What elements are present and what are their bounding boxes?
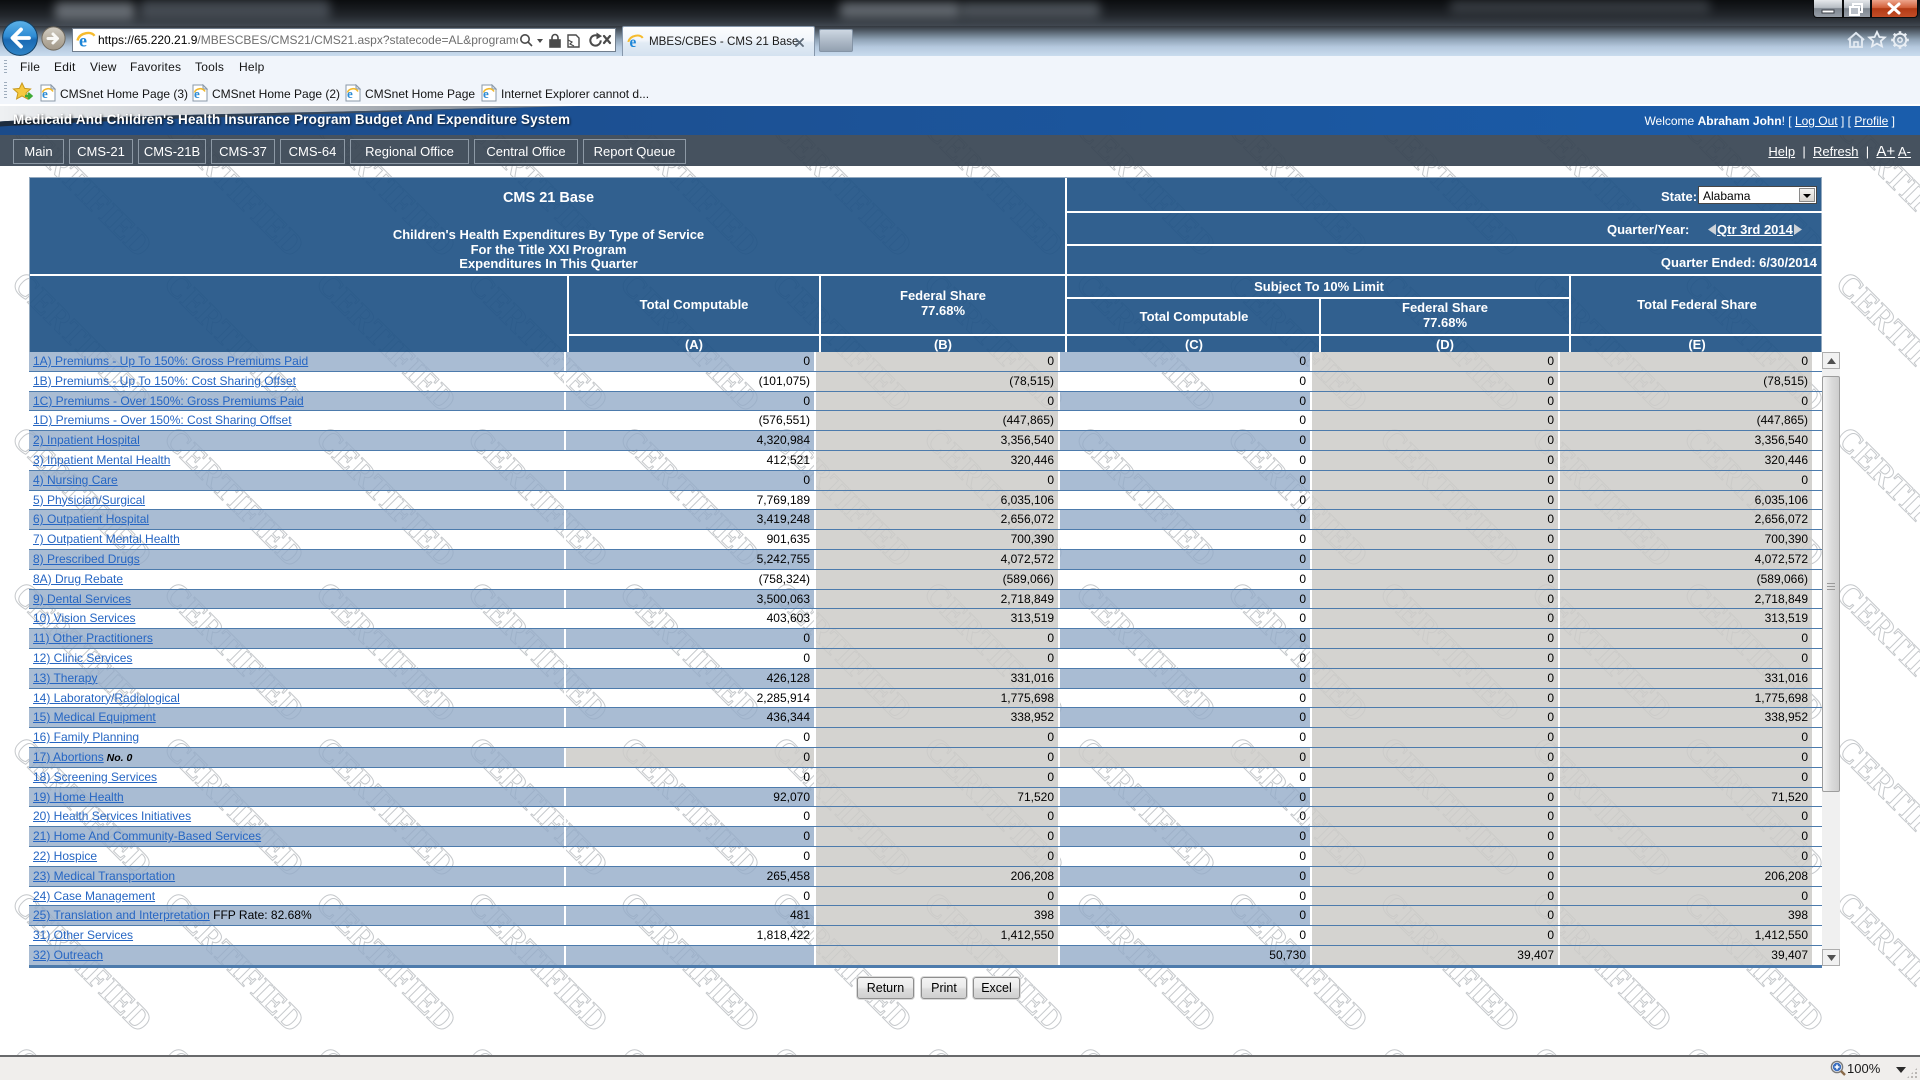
svg-text:CERTIFIED: CERTIFIED: [764, 1040, 918, 1056]
svg-text:e: e: [347, 86, 353, 101]
svg-text:CERTIFIED: CERTIFIED: [1828, 420, 1920, 574]
svg-text:CERTIFIED: CERTIFIED: [916, 1040, 1070, 1056]
svg-text:CERTIFIED: CERTIFIED: [1828, 265, 1920, 419]
svg-text:e: e: [630, 34, 637, 50]
svg-text:e: e: [483, 86, 489, 101]
svg-text:CERTIFIED: CERTIFIED: [308, 1040, 462, 1056]
svg-text:CERTIFIED: CERTIFIED: [1524, 1040, 1678, 1056]
svg-text:CERTIFIED: CERTIFIED: [1828, 730, 1920, 884]
svg-text:CERTIFIED: CERTIFIED: [1828, 575, 1920, 729]
svg-text:CERTIFIED: CERTIFIED: [1828, 1040, 1920, 1056]
svg-text:CERTIFIED: CERTIFIED: [612, 1040, 766, 1056]
svg-text:CERTIFIED: CERTIFIED: [156, 1040, 310, 1056]
svg-text:CERTIFIED: CERTIFIED: [1828, 885, 1920, 1039]
svg-text:CERTIFIED: CERTIFIED: [1676, 1040, 1830, 1056]
svg-text:CERTIFIED: CERTIFIED: [460, 1040, 614, 1056]
svg-text:e: e: [79, 31, 87, 51]
svg-text:CERTIFIED: CERTIFIED: [1372, 1040, 1526, 1056]
svg-text:CERTIFIED: CERTIFIED: [1068, 1040, 1222, 1056]
svg-text:CERTIFIED: CERTIFIED: [1220, 1040, 1374, 1056]
svg-text:CERTIFIED: CERTIFIED: [4, 1040, 158, 1056]
svg-text:e: e: [194, 86, 200, 101]
svg-text:e: e: [42, 86, 48, 101]
